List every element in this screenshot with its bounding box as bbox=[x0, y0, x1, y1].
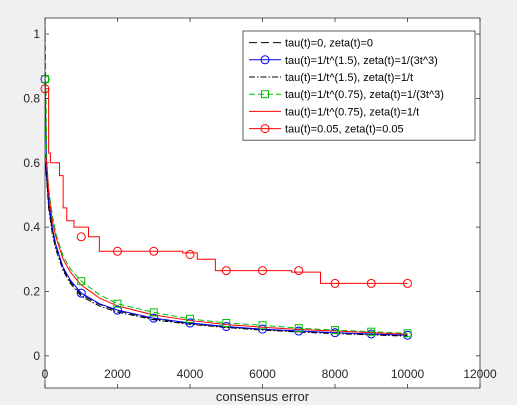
legend-box bbox=[242, 30, 476, 141]
series-6-marker bbox=[221, 266, 231, 276]
series-4-marker bbox=[77, 277, 86, 286]
series-2-marker bbox=[149, 313, 159, 323]
legend-marker-6 bbox=[260, 124, 270, 134]
series-line-2 bbox=[45, 79, 408, 336]
series-6-marker bbox=[403, 278, 412, 288]
legend-marker-4 bbox=[261, 90, 269, 99]
series-6-marker bbox=[330, 278, 340, 288]
series-4-marker bbox=[186, 314, 194, 323]
series-6-marker bbox=[76, 232, 86, 242]
legend-label: tau(t)=0, zeta(t)=0 bbox=[285, 38, 373, 50]
y-tick-label: 1 bbox=[33, 27, 40, 41]
series-4-marker bbox=[331, 326, 339, 335]
plot-frame bbox=[44, 17, 481, 389]
legend: tau(t)=0, zeta(t)=0 tau(t)=1/t^(1.5), zet… bbox=[242, 30, 476, 141]
y-tick-label: 0.6 bbox=[23, 156, 40, 170]
series-4-marker bbox=[258, 321, 267, 330]
legend-label: tau(t)=1/t^(0.75), zeta(t)=1/t bbox=[285, 106, 419, 118]
series-4-marker bbox=[113, 299, 122, 308]
legend-label: tau(t)=1/t^(1.5), zeta(t)=1/(3t^3) bbox=[285, 55, 438, 67]
series-line-6 bbox=[45, 88, 408, 284]
x-tick-label: 8000 bbox=[322, 367, 349, 381]
series-line-3 bbox=[45, 159, 408, 337]
y-tick-label: 0.4 bbox=[23, 220, 40, 234]
series-6-marker bbox=[258, 266, 267, 276]
x-tick-label: 2000 bbox=[104, 367, 131, 381]
series-6-marker bbox=[366, 278, 376, 288]
series-4-marker bbox=[222, 319, 231, 328]
series-2-marker bbox=[185, 318, 195, 328]
x-tick-label: 4000 bbox=[177, 367, 204, 381]
x-tick-label: 10000 bbox=[391, 367, 425, 381]
x-tick-label: 6000 bbox=[249, 367, 276, 381]
legend-label: tau(t)=0.05, zeta(t)=0.05 bbox=[285, 124, 404, 136]
series-line-5 bbox=[45, 153, 408, 335]
series-4-marker bbox=[403, 329, 412, 338]
series-6-marker bbox=[113, 246, 122, 256]
series-6-marker bbox=[185, 249, 195, 259]
legend-marker-2 bbox=[260, 55, 270, 65]
legend-label: tau(t)=1/t^(1.5), zeta(t)=1/t bbox=[285, 72, 413, 84]
series-layer bbox=[45, 18, 408, 337]
series-line-4 bbox=[45, 18, 408, 334]
x-axis-title: consensus error bbox=[216, 389, 310, 404]
series-4-marker bbox=[149, 308, 158, 317]
series-6-marker bbox=[294, 266, 304, 276]
y-tick-label: 0.2 bbox=[23, 284, 40, 298]
series-4-marker bbox=[294, 324, 303, 333]
series-2-marker bbox=[76, 288, 86, 298]
series-6-marker bbox=[149, 246, 159, 256]
series-4-marker bbox=[367, 327, 376, 336]
y-axis-ticks: 0 0.2 0.4 0.6 0.8 1 bbox=[23, 27, 480, 363]
y-tick-label: 0.8 bbox=[23, 91, 40, 105]
legend-label: tau(t)=1/t^(0.75), zeta(t)=1/(3t^3) bbox=[285, 89, 444, 101]
y-tick-label: 0 bbox=[33, 349, 40, 363]
marker-layer bbox=[40, 74, 412, 340]
series-2-marker bbox=[113, 305, 122, 315]
